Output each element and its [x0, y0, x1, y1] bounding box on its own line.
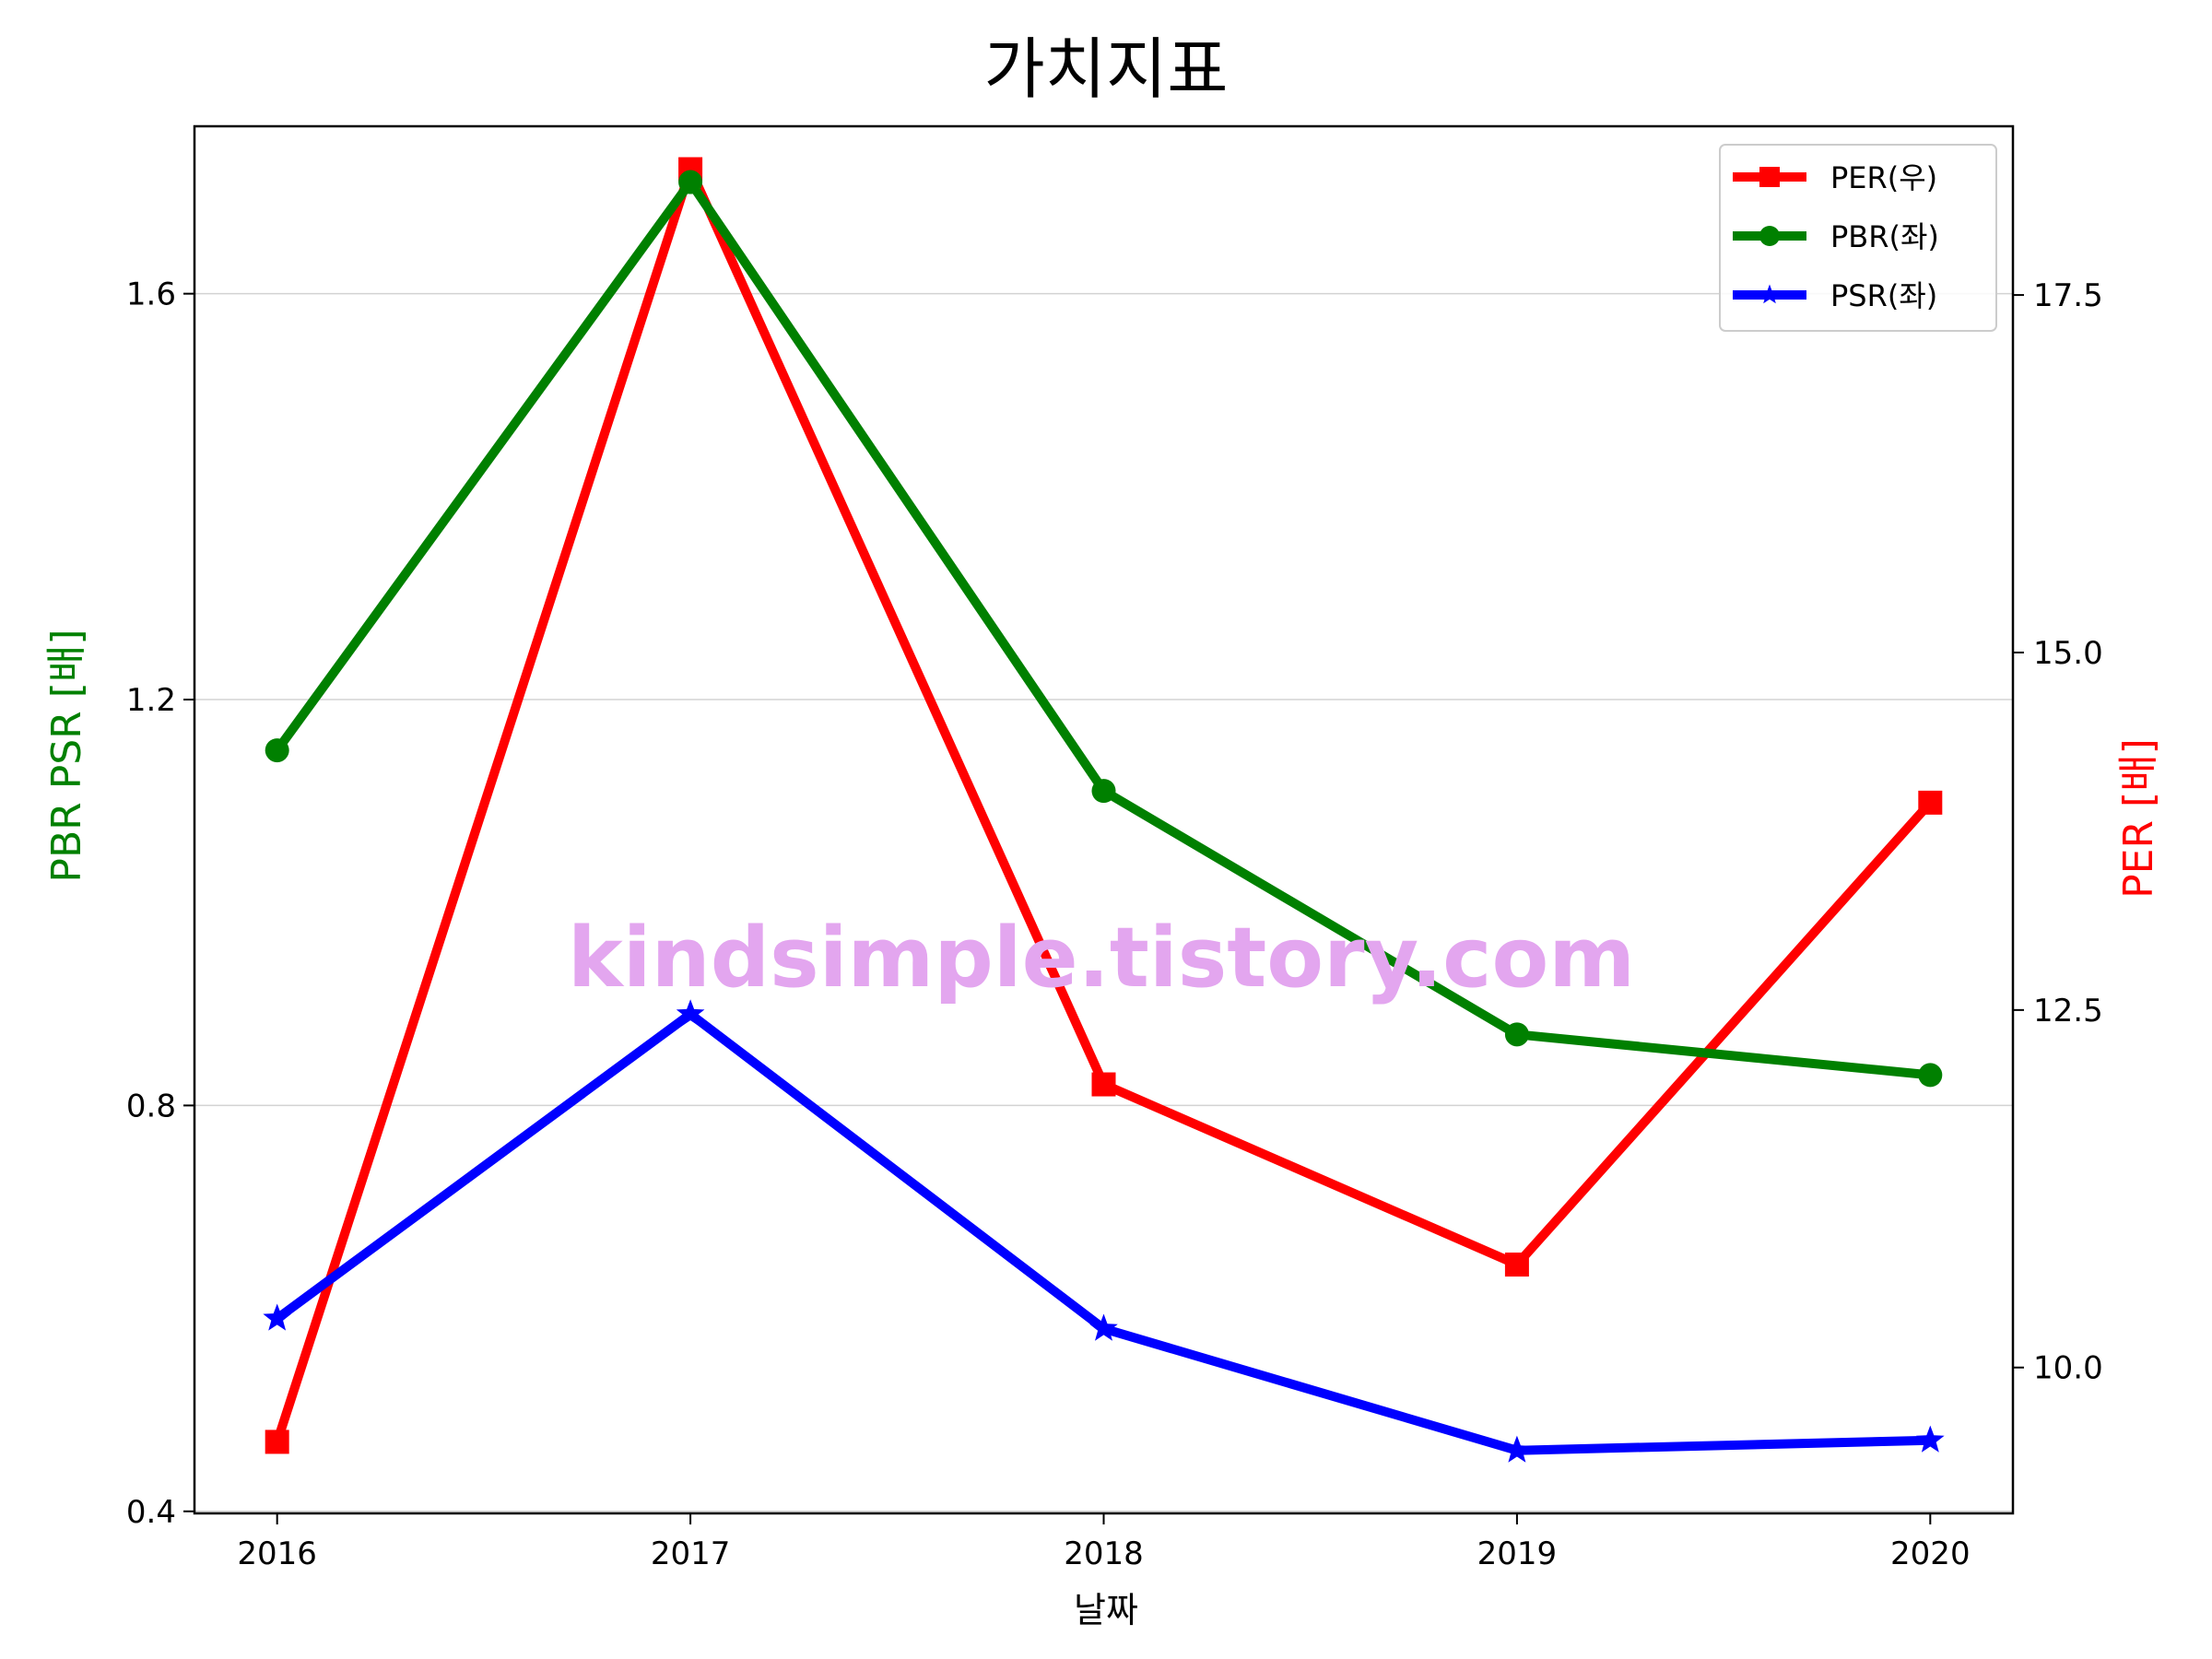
chart-title: 가치지표	[984, 30, 1229, 108]
y-right-tick-label-1: 12.5	[2033, 993, 2103, 1030]
legend-label-1: PBR(좌)	[1830, 219, 1939, 254]
y-left-tick-label-0: 0.4	[126, 1494, 176, 1531]
series-1	[265, 170, 1943, 1088]
y-right-tick-label-0: 10.0	[2033, 1350, 2103, 1387]
legend-marker-1	[1759, 226, 1780, 246]
series-2-point-3	[1502, 1435, 1532, 1463]
x-tick-label-3: 2019	[1477, 1535, 1558, 1572]
legend-label-2: PSR(좌)	[1830, 278, 1937, 313]
series-2-point-2	[1089, 1313, 1118, 1341]
y-right-tick-label-2: 15.0	[2033, 635, 2103, 672]
y-left-tick-label-3: 1.6	[126, 276, 176, 313]
series-0-point-3	[1504, 1253, 1529, 1277]
y-axis-right: 10.0 12.5 15.0 17.5	[2013, 277, 2103, 1387]
series-2	[263, 999, 1945, 1463]
series-0-point-0	[265, 1430, 289, 1454]
y-right-tick-label-3: 17.5	[2033, 277, 2103, 314]
x-axis-label: 날짜	[1074, 1590, 1138, 1630]
x-tick-label-2: 2018	[1064, 1535, 1144, 1572]
chart-legend: PER(우) PBR(좌) PSR(좌)	[1719, 144, 1997, 332]
series-2-point-0	[263, 1303, 291, 1331]
series-1-point-1	[678, 170, 703, 194]
series-1-point-2	[1091, 779, 1116, 804]
series-2-point-4	[1916, 1425, 1945, 1453]
series-1-point-3	[1504, 1022, 1529, 1047]
y-left-tick-label-1: 0.8	[126, 1088, 176, 1124]
legend-label-0: PER(우)	[1830, 160, 1937, 195]
series-layer	[263, 157, 1945, 1463]
series-0-point-4	[1918, 790, 1943, 815]
legend-box	[1719, 144, 1997, 332]
y-axis-label-right: PER [배]	[2115, 738, 2162, 899]
grid-lines	[194, 292, 2013, 1512]
x-tick-label-0: 2016	[237, 1535, 317, 1572]
y-left-tick-label-2: 1.2	[126, 682, 176, 719]
series-1-point-0	[265, 738, 289, 763]
watermark-text: kindsimple.tistory.com	[568, 910, 1635, 1006]
x-tick-label-4: 2020	[1890, 1535, 1971, 1572]
y-axis-label-left: PBR PSR [배]	[43, 629, 90, 882]
series-0-point-2	[1091, 1072, 1116, 1097]
legend-marker-0	[1759, 167, 1780, 187]
y-axis-left: 0.4 0.8 1.2 1.6	[126, 276, 194, 1531]
series-2-point-1	[676, 999, 705, 1027]
x-axis: 2016 2017 2018 2019 2020	[237, 1513, 1971, 1572]
series-1-point-4	[1918, 1063, 1943, 1088]
x-tick-label-1: 2017	[651, 1535, 731, 1572]
legend-marker-2	[1759, 284, 1780, 304]
